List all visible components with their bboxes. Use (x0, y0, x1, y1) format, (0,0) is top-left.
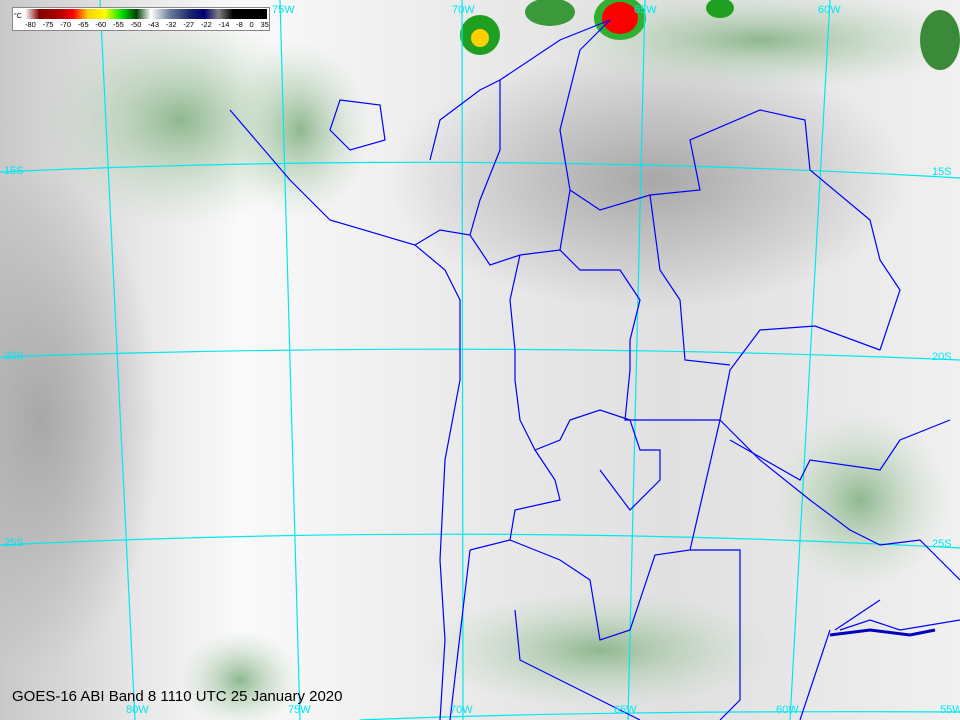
temperature-colorbar: °C -80 -75 -70 -65 -60 -55 -50 -43 -32 -… (12, 7, 270, 31)
river (829, 628, 936, 637)
lon-label-bottom: 65W (614, 704, 637, 716)
country-borders (229, 19, 960, 720)
lat-label-right: 20S (932, 351, 952, 363)
colorbar-ticks: -80 -75 -70 -65 -60 -55 -50 -43 -32 -27 … (25, 20, 269, 29)
colorbar-tick: -14 (218, 20, 230, 29)
colorbar-tick: -80 (25, 20, 36, 29)
lon-label-bottom: 55W (940, 704, 960, 716)
colorbar-tick: -27 (183, 20, 195, 29)
lon-label-bottom: 80W (126, 704, 149, 716)
colorbar-tick: -75 (42, 20, 54, 29)
lat-label-left: 25S (4, 537, 24, 549)
lon-label-top: 65W (634, 4, 657, 16)
colorbar-tick: -70 (60, 20, 72, 29)
colorbar-unit: °C (14, 13, 22, 20)
image-caption: GOES-16 ABI Band 8 1110 UTC 25 January 2… (12, 688, 343, 705)
lat-label-left: 20S (4, 350, 24, 362)
lon-label-top: 75W (272, 4, 295, 16)
lon-label-bottom: 70W (450, 704, 473, 716)
colorbar-tick: -65 (77, 20, 89, 29)
colorbar-gradient (25, 9, 267, 19)
colorbar-tick: -8 (236, 20, 243, 29)
lon-label-bottom: 75W (288, 704, 311, 716)
lat-label-right: 15S (932, 166, 952, 178)
colorbar-tick: -22 (200, 20, 212, 29)
lon-label-top: 70W (452, 4, 475, 16)
lon-label-bottom: 60W (776, 704, 799, 716)
colorbar-tick: -43 (148, 20, 159, 29)
colorbar-tick: -55 (112, 20, 124, 29)
colorbar-tick: -60 (95, 20, 107, 29)
colorbar-tick: 35 (260, 20, 269, 29)
colorbar-tick: -50 (130, 20, 142, 29)
colorbar-tick: -32 (165, 20, 177, 29)
lat-label-right: 25S (932, 538, 952, 550)
colorbar-tick: 0 (249, 20, 254, 29)
lat-label-left: 15S (4, 165, 24, 177)
lon-label-top: 60W (818, 4, 841, 16)
